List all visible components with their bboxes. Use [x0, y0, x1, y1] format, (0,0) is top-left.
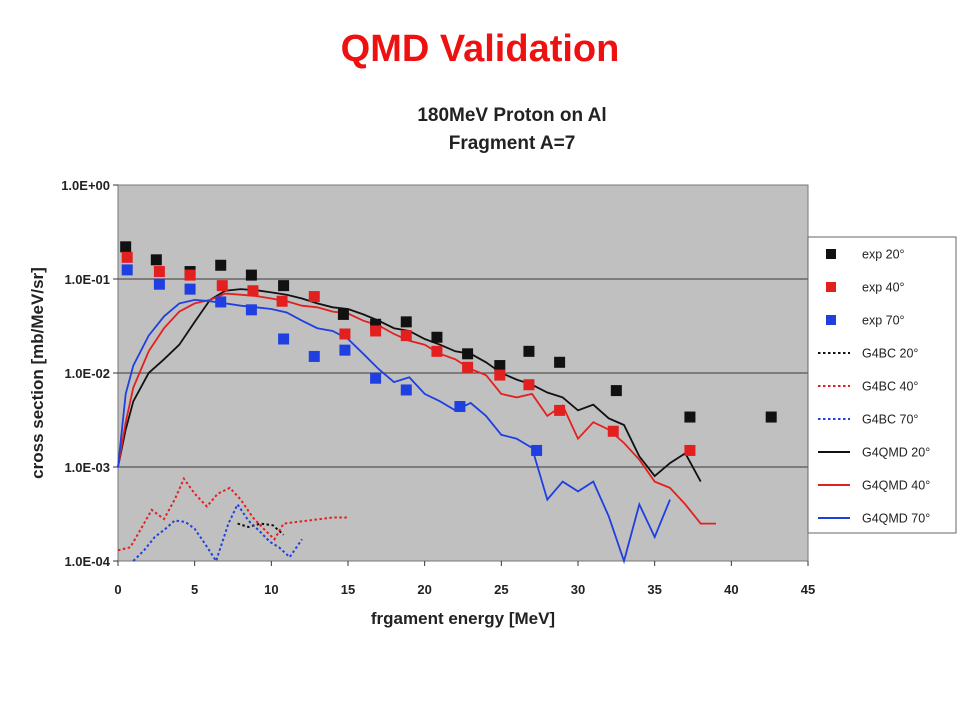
data-point-exp-70 — [184, 283, 196, 295]
data-point-exp-40 — [184, 269, 196, 281]
legend-label-exp-70: exp 70° — [862, 314, 905, 328]
series-line-g4qmd-20 — [117, 288, 702, 483]
data-point-exp-40 — [400, 330, 412, 342]
data-point-exp-20 — [400, 316, 412, 328]
data-point-exp-40 — [462, 361, 474, 373]
data-point-exp-20 — [370, 318, 382, 330]
x-tick-label: 45 — [801, 582, 815, 597]
data-point-exp-20 — [431, 331, 443, 343]
x-axis-label: frgament energy [MeV] — [371, 609, 555, 628]
chart-title-line-1: 180MeV Proton on Al — [417, 105, 606, 126]
data-point-exp-70 — [121, 264, 133, 276]
data-point-exp-40 — [339, 328, 351, 340]
y-tick-label: 1.0E-02 — [64, 366, 110, 381]
data-point-exp-20 — [610, 385, 622, 397]
slide-title: QMD Validation — [340, 28, 620, 70]
data-point-exp-40 — [370, 325, 382, 337]
data-point-exp-70 — [531, 444, 543, 456]
series-line-g4bc-70 — [132, 502, 303, 564]
data-point-exp-70 — [278, 333, 290, 345]
data-point-exp-20 — [684, 411, 696, 423]
legend-label-g4bc-70: G4BC 70° — [862, 413, 918, 427]
data-point-exp-20 — [120, 241, 132, 253]
legend-label-g4qmd-70: G4QMD 70° — [862, 512, 930, 526]
data-point-exp-20 — [494, 360, 506, 372]
x-tick-label: 15 — [341, 582, 355, 597]
legend-label-exp-20: exp 20° — [862, 248, 905, 262]
legend: exp 20° exp 40° exp 70° G4BC 20° G4BC 40° G4B… — [807, 236, 957, 534]
x-tick-label: 5 — [191, 582, 198, 597]
series-markers — [120, 241, 777, 456]
x-tick-label: 25 — [494, 582, 508, 597]
x-tick-label: 10 — [264, 582, 278, 597]
data-point-exp-70 — [454, 401, 466, 413]
data-point-exp-20 — [554, 356, 566, 368]
x-tick-label: 30 — [571, 582, 585, 597]
data-point-exp-40 — [276, 295, 288, 307]
data-point-exp-40 — [607, 425, 619, 437]
x-tick-label: 40 — [724, 582, 738, 597]
data-point-exp-40 — [523, 379, 535, 391]
data-point-exp-40 — [121, 251, 133, 263]
y-tick-label: 1.0E+00 — [61, 178, 110, 193]
data-point-exp-40 — [308, 291, 320, 303]
data-point-exp-40 — [216, 280, 228, 292]
data-point-exp-70 — [215, 296, 227, 308]
data-point-exp-70 — [245, 304, 257, 316]
data-point-exp-40 — [247, 285, 259, 297]
data-point-exp-40 — [494, 369, 506, 381]
data-point-exp-20 — [150, 254, 162, 266]
y-tick-label: 1.0E-01 — [64, 272, 110, 287]
series-line-g4bc-20 — [237, 522, 285, 536]
chart-title-line-2: Fragment A=7 — [449, 133, 576, 154]
data-point-exp-40 — [431, 345, 443, 357]
series-line-g4qmd-70 — [117, 298, 671, 565]
data-point-exp-70 — [400, 384, 412, 396]
axis-ticks: 1.0E+00 1.0E-01 1.0E-02 1.0E-03 1.0E-04 0 5 10 1… — [61, 178, 815, 597]
legend-label-g4qmd-20: G4QMD 20° — [862, 446, 930, 460]
data-point-exp-20 — [523, 345, 535, 357]
x-tick-label: 0 — [114, 582, 121, 597]
data-point-exp-70 — [370, 372, 382, 384]
legend-swatch-exp-70 — [826, 315, 836, 325]
data-point-exp-40 — [554, 404, 566, 416]
legend-label-exp-40: exp 40° — [862, 281, 905, 295]
y-tick-label: 1.0E-03 — [64, 460, 110, 475]
y-tick-label: 1.0E-04 — [64, 554, 110, 569]
data-point-exp-20 — [462, 348, 474, 360]
x-tick-label: 20 — [417, 582, 431, 597]
legend-swatch-exp-40 — [826, 282, 836, 292]
data-point-exp-40 — [684, 444, 696, 456]
data-point-exp-20 — [278, 280, 290, 292]
legend-label-g4bc-40: G4BC 40° — [862, 380, 918, 394]
x-tick-label: 35 — [647, 582, 661, 597]
y-axis-label: cross section [mb/MeV/sr] — [28, 267, 47, 479]
data-point-exp-20 — [245, 269, 257, 281]
legend-label-g4bc-20: G4BC 20° — [862, 347, 918, 361]
data-point-exp-70 — [339, 344, 351, 356]
series-line-g4bc-40 — [117, 476, 348, 552]
legend-swatch-exp-20 — [826, 249, 836, 259]
data-point-exp-20 — [765, 411, 777, 423]
data-point-exp-20 — [215, 259, 227, 271]
data-point-exp-70 — [153, 278, 165, 290]
data-point-exp-20 — [337, 308, 349, 320]
data-point-exp-70 — [308, 350, 320, 362]
legend-label-g4qmd-40: G4QMD 40° — [862, 479, 930, 493]
data-point-exp-40 — [153, 266, 165, 278]
